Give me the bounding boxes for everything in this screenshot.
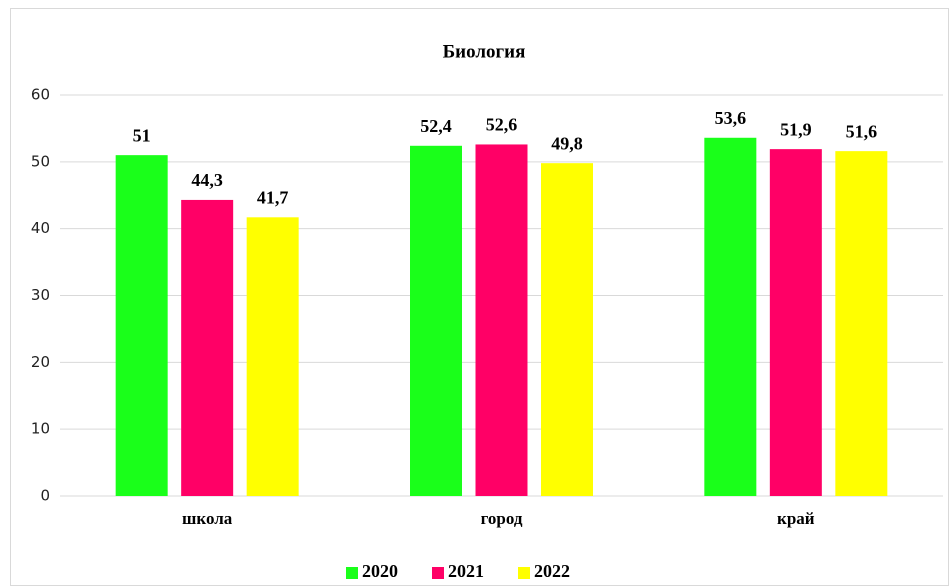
bar [835,151,888,496]
chart-title: Биология [443,41,526,62]
legend-label: 2020 [362,561,398,581]
y-tick-label: 40 [31,219,50,237]
x-tick-label: город [481,509,523,528]
y-tick-label: 0 [40,487,50,505]
bar [769,149,822,496]
bar [541,163,593,497]
x-tick-label: край [777,509,815,528]
data-label: 44,3 [191,170,223,190]
bar [475,144,528,496]
legend-label: 2022 [534,561,570,581]
x-tick-label: школа [182,509,233,528]
y-tick-label: 10 [31,420,50,438]
data-label: 52,4 [420,116,452,136]
data-label: 49,8 [551,133,583,153]
y-tick-label: 60 [31,86,50,104]
bar [181,199,234,496]
bar [410,145,462,496]
data-label: 41,7 [257,187,289,207]
legend-swatch [346,567,358,579]
data-label: 51,6 [846,121,878,141]
data-label: 53,6 [715,108,747,128]
data-label: 52,6 [486,115,518,135]
data-label: 51,9 [780,119,812,139]
data-label: 51 [133,125,151,145]
y-tick-label: 50 [31,152,50,170]
bar [115,155,168,496]
legend-swatch [518,567,530,579]
bar [704,137,757,497]
legend-label: 2021 [448,561,484,581]
bar [246,217,299,496]
legend-swatch [432,567,444,579]
y-tick-label: 30 [31,286,50,304]
y-tick-label: 20 [31,353,50,371]
